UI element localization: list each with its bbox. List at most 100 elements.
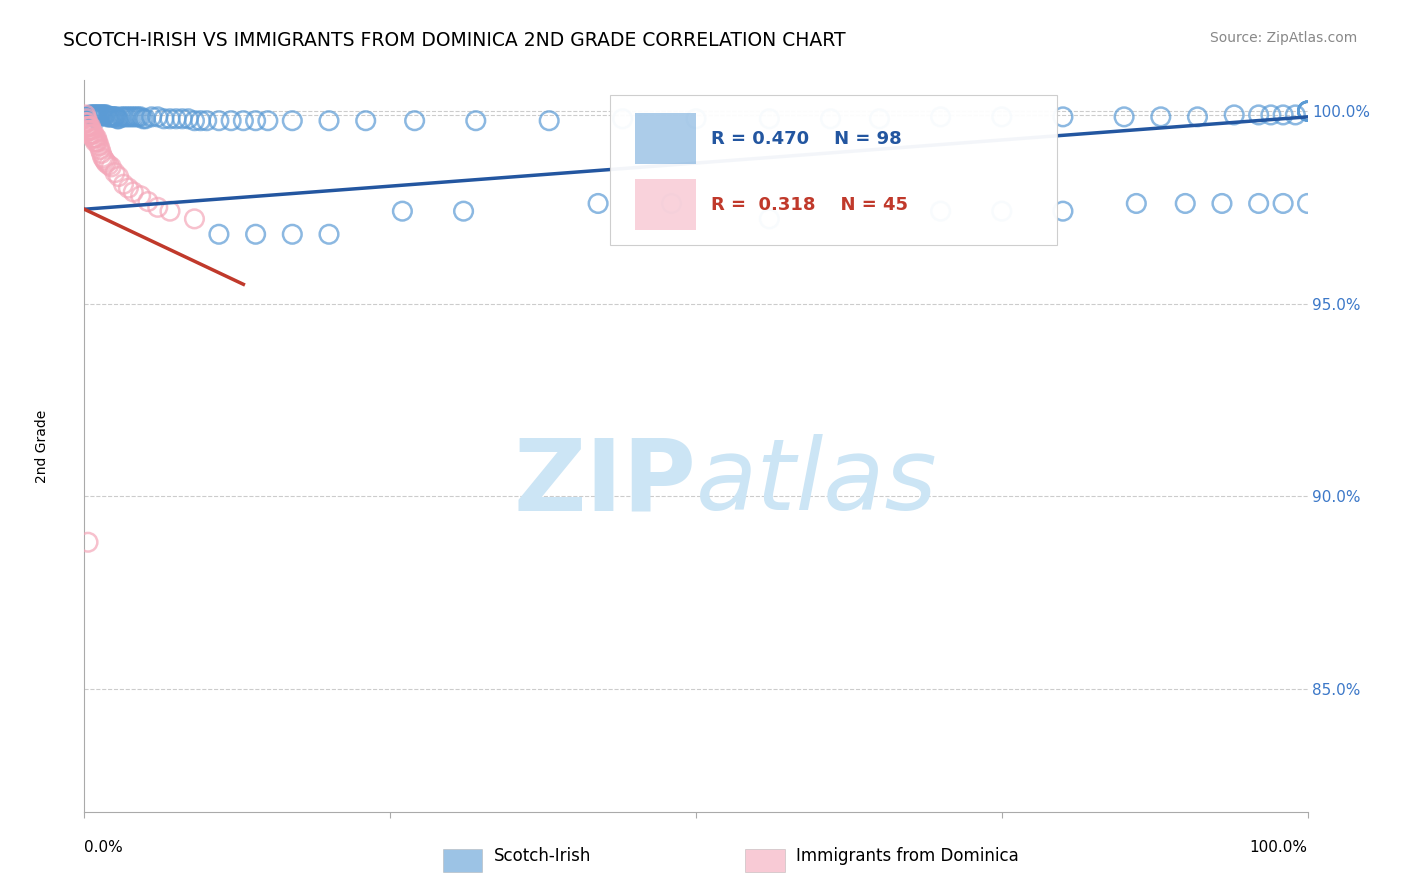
- Point: [612, 112, 634, 126]
- Point: [77, 123, 100, 137]
- Text: 2nd Grade: 2nd Grade: [35, 409, 49, 483]
- Point: [79, 127, 101, 141]
- Point: [96, 108, 118, 122]
- Point: [87, 138, 110, 153]
- Point: [97, 158, 120, 172]
- Text: SCOTCH-IRISH VS IMMIGRANTS FROM DOMINICA 2ND GRADE CORRELATION CHART: SCOTCH-IRISH VS IMMIGRANTS FROM DOMINICA…: [63, 31, 846, 50]
- Point: [117, 181, 139, 195]
- Point: [80, 127, 103, 141]
- Point: [190, 113, 212, 128]
- Point: [758, 211, 780, 226]
- Point: [129, 188, 152, 202]
- Point: [991, 110, 1014, 124]
- Point: [129, 110, 152, 124]
- Point: [97, 110, 120, 124]
- Point: [1296, 104, 1319, 119]
- Point: [84, 131, 107, 145]
- Bar: [636, 179, 696, 230]
- Point: [135, 112, 157, 126]
- Point: [685, 112, 707, 126]
- Point: [98, 110, 121, 124]
- Point: [183, 113, 205, 128]
- Point: [281, 113, 304, 128]
- Point: [83, 131, 105, 145]
- Point: [84, 135, 107, 149]
- Point: [84, 108, 107, 122]
- Point: [105, 110, 128, 124]
- Point: [208, 227, 231, 242]
- Point: [122, 110, 145, 124]
- Point: [1211, 196, 1233, 211]
- Point: [869, 112, 891, 126]
- Text: Scotch-Irish: Scotch-Irish: [494, 847, 591, 864]
- Point: [76, 120, 98, 134]
- Point: [1284, 108, 1306, 122]
- Point: [122, 185, 145, 199]
- Point: [77, 120, 100, 134]
- Point: [257, 113, 280, 128]
- Point: [104, 166, 127, 180]
- FancyBboxPatch shape: [610, 95, 1057, 244]
- Point: [80, 108, 103, 122]
- Point: [141, 110, 163, 124]
- Point: [91, 108, 114, 122]
- Point: [91, 150, 114, 164]
- Point: [1296, 104, 1319, 119]
- Point: [146, 200, 169, 214]
- Point: [101, 110, 124, 124]
- Point: [1052, 204, 1074, 219]
- Point: [82, 108, 104, 122]
- Point: [1272, 196, 1295, 211]
- Point: [83, 127, 105, 141]
- Point: [1114, 110, 1136, 124]
- Point: [117, 110, 139, 124]
- Point: [83, 108, 105, 122]
- Point: [758, 112, 780, 126]
- Point: [1272, 108, 1295, 122]
- Point: [132, 112, 155, 126]
- Point: [90, 108, 112, 122]
- Point: [177, 112, 200, 126]
- Point: [1052, 110, 1074, 124]
- Text: atlas: atlas: [696, 434, 938, 531]
- Point: [82, 127, 104, 141]
- Point: [94, 108, 117, 122]
- Point: [105, 112, 128, 126]
- Point: [89, 108, 111, 122]
- Point: [245, 113, 267, 128]
- Point: [86, 112, 108, 126]
- Point: [100, 160, 122, 174]
- Point: [76, 123, 98, 137]
- Point: [136, 194, 159, 209]
- Text: ZIP: ZIP: [513, 434, 696, 531]
- Point: [82, 131, 104, 145]
- Text: 100.0%: 100.0%: [1250, 840, 1308, 855]
- Point: [1296, 104, 1319, 119]
- Text: Immigrants from Dominica: Immigrants from Dominica: [796, 847, 1018, 864]
- Point: [1247, 108, 1270, 122]
- Point: [112, 178, 135, 192]
- Point: [80, 123, 103, 137]
- Point: [93, 108, 115, 122]
- Point: [929, 204, 952, 219]
- Point: [96, 156, 118, 170]
- Point: [1260, 108, 1282, 122]
- Point: [112, 110, 135, 124]
- Text: 0.0%: 0.0%: [84, 840, 124, 855]
- Point: [76, 112, 98, 126]
- Point: [1187, 110, 1209, 124]
- Point: [159, 204, 181, 219]
- Point: [318, 113, 340, 128]
- Point: [281, 227, 304, 242]
- Text: Source: ZipAtlas.com: Source: ZipAtlas.com: [1209, 31, 1357, 45]
- Point: [245, 227, 267, 242]
- Point: [107, 169, 129, 184]
- Point: [318, 227, 340, 242]
- Point: [538, 113, 561, 128]
- Point: [820, 112, 842, 126]
- Point: [586, 196, 609, 211]
- Point: [1296, 104, 1319, 119]
- Point: [1223, 108, 1246, 122]
- Point: [172, 112, 194, 126]
- Point: [146, 110, 169, 124]
